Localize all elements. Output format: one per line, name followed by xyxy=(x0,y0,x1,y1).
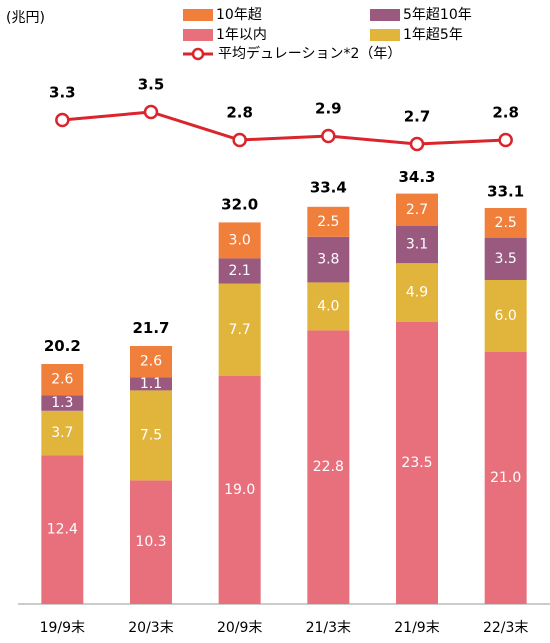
segment-label: 3.0 xyxy=(229,232,251,248)
duration-marker xyxy=(232,132,247,148)
legend-swatch xyxy=(370,29,400,41)
bar-segment xyxy=(307,282,350,331)
y-axis-label: (兆円) xyxy=(6,10,45,26)
bar-segment xyxy=(307,206,350,237)
total-label: 34.3 xyxy=(398,168,435,186)
duration-marker xyxy=(321,128,336,144)
segment-label: 2.5 xyxy=(317,214,339,230)
duration-marker xyxy=(55,112,70,128)
segment-label: 3.1 xyxy=(406,237,428,253)
segment-label: 19.0 xyxy=(224,482,255,498)
segment-label: 2.5 xyxy=(495,215,517,231)
x-tick-label: 21/3末 xyxy=(306,620,351,636)
bar-segment xyxy=(218,283,261,376)
bar-segment xyxy=(41,410,84,456)
total-label: 33.1 xyxy=(487,182,524,200)
bar-segment xyxy=(307,330,350,604)
legend-swatch xyxy=(183,29,213,41)
bar-segment xyxy=(218,222,261,259)
x-tick-label: 21/9末 xyxy=(394,620,439,636)
segment-label: 4.0 xyxy=(317,298,339,314)
total-label: 20.2 xyxy=(44,337,81,355)
duration-marker xyxy=(409,136,425,152)
duration-label: 3.5 xyxy=(138,76,165,94)
bar-segment xyxy=(484,352,527,604)
duration-line xyxy=(62,110,506,146)
segment-label: 1.3 xyxy=(51,395,73,411)
x-tick-label: 19/9末 xyxy=(40,620,85,636)
segment-label: 6.0 xyxy=(495,308,517,324)
legend-label: 5年超10年 xyxy=(403,7,472,23)
segment-label: 23.5 xyxy=(401,455,432,471)
bar-segment xyxy=(396,193,438,226)
segment-label: 4.9 xyxy=(406,285,428,301)
duration-label: 2.7 xyxy=(404,108,431,126)
bar-segment xyxy=(484,280,527,352)
bar-segment xyxy=(41,395,84,411)
duration-label: 3.3 xyxy=(49,84,76,102)
segment-label: 7.7 xyxy=(229,322,251,338)
total-label: 32.0 xyxy=(221,196,258,214)
x-tick-label: 20/9末 xyxy=(217,620,262,636)
bar-segment xyxy=(130,377,172,391)
total-label: 33.4 xyxy=(310,179,347,197)
duration-marker xyxy=(498,132,513,148)
duration-label: 2.8 xyxy=(492,104,519,122)
legend-label: 10年超 xyxy=(216,7,262,23)
segment-label: 21.0 xyxy=(490,470,521,486)
bar-segment xyxy=(130,346,172,378)
legend-label: 1年超5年 xyxy=(403,27,463,43)
duration-label: 2.8 xyxy=(226,104,253,122)
duration-marker xyxy=(143,104,159,120)
bar-segment xyxy=(130,480,172,604)
bar-segment xyxy=(218,258,261,284)
bar-segment xyxy=(307,236,350,283)
bar-segment xyxy=(218,376,261,604)
bar-segment xyxy=(41,455,84,604)
bar-segment xyxy=(130,390,172,481)
segment-label: 3.8 xyxy=(317,252,339,268)
bar-segment xyxy=(484,238,527,280)
bar-segment xyxy=(41,364,84,396)
segment-label: 7.5 xyxy=(140,427,162,443)
segment-label: 10.3 xyxy=(135,534,166,550)
x-tick-label: 22/3末 xyxy=(483,620,528,636)
segment-label: 2.7 xyxy=(406,202,428,218)
segment-label: 22.8 xyxy=(313,459,344,475)
legend-label: 1年以内 xyxy=(216,27,267,43)
bar-segment xyxy=(484,208,527,238)
duration-label: 2.9 xyxy=(315,100,342,118)
bar-segment xyxy=(396,226,438,264)
segment-label: 3.7 xyxy=(51,425,73,441)
x-tick-label: 20/3末 xyxy=(128,620,173,636)
legend-label: 平均デュレーション*2（年） xyxy=(218,45,401,62)
segment-label: 3.5 xyxy=(495,251,517,267)
total-label: 21.7 xyxy=(132,319,169,337)
segment-label: 2.6 xyxy=(140,354,162,370)
legend-marker xyxy=(191,47,205,61)
bar-segment xyxy=(396,263,438,322)
segment-label: 2.6 xyxy=(51,372,73,388)
segment-label: 1.1 xyxy=(140,376,162,392)
segment-label: 2.1 xyxy=(229,263,251,279)
legend-swatch xyxy=(183,9,213,21)
legend-swatch xyxy=(370,9,400,21)
segment-label: 12.4 xyxy=(47,522,78,538)
bar-segment xyxy=(396,322,438,604)
